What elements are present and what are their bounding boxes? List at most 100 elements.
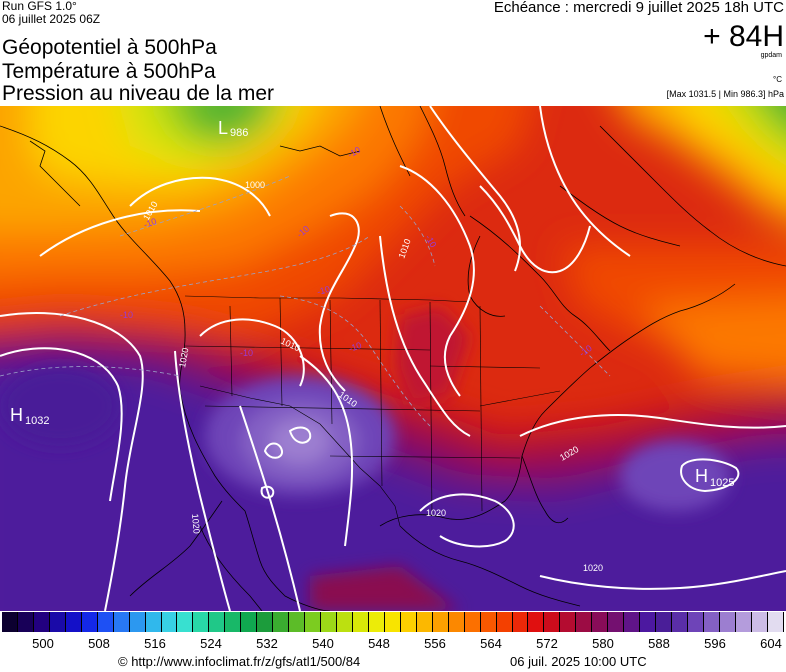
high-pressure-west: H 1032 (10, 405, 49, 427)
isotherms (0, 175, 611, 427)
source-link[interactable]: © http://www.infoclimat.fr/z/gfs/atl1/50… (118, 654, 361, 669)
isotherm-label: -10 (142, 216, 158, 230)
color-scale-cell (225, 612, 242, 632)
center-value-l: 986 (230, 127, 248, 139)
forecast-map[interactable]: H 1032 L 986 H 1025 1000 1010 1010 1010 … (0, 106, 786, 611)
color-scale-cell (113, 612, 130, 632)
run-date: 06 juillet 2025 06Z (2, 12, 101, 26)
color-scale-cell (448, 612, 465, 632)
color-scale-cell (289, 612, 306, 632)
color-scale-cell (17, 612, 34, 632)
color-scale-tick: 596 (704, 636, 726, 651)
isobar-label: 1020 (426, 508, 446, 518)
run-label: Run GFS 1.0° (2, 0, 77, 13)
color-scale-cell (416, 612, 433, 632)
color-scale-cell (145, 612, 162, 632)
title-geopotential: Géopotentiel à 500hPa (2, 36, 217, 59)
color-scale-tick: 588 (648, 636, 670, 651)
color-scale-tick: 532 (256, 636, 278, 651)
color-scale-cell (624, 612, 641, 632)
center-type-l: L (218, 118, 228, 138)
color-scale-cell (97, 612, 114, 632)
color-scale-cell (576, 612, 593, 632)
color-scale-cell (273, 612, 290, 632)
color-scale-tick: 604 (760, 636, 782, 651)
color-scale-cell (719, 612, 736, 632)
color-scale-cell (608, 612, 625, 632)
color-scale-tick: 524 (200, 636, 222, 651)
isobar-label: 1020 (583, 563, 603, 573)
color-scale-cell (193, 612, 210, 632)
color-scale-cell (321, 612, 338, 632)
center-value-h2: 1025 (710, 477, 734, 489)
generated-date: 06 juil. 2025 10:00 UTC (510, 654, 647, 669)
color-scale-cell (352, 612, 369, 632)
color-scale-cell (177, 612, 194, 632)
color-scale-cell (129, 612, 146, 632)
color-scale-cell (368, 612, 385, 632)
color-scale-cell (544, 612, 561, 632)
color-scale-cell (209, 612, 226, 632)
isotherm-label: -10 (316, 284, 331, 297)
color-scale-cell (687, 612, 704, 632)
color-scale-cell (480, 612, 497, 632)
color-scale-cell (464, 612, 481, 632)
center-type-h1: H (10, 405, 23, 425)
center-type-h2: H (695, 466, 708, 486)
color-scale-cell (703, 612, 720, 632)
color-scale-tick: 572 (536, 636, 558, 651)
coastlines (0, 106, 786, 611)
color-scale-cell (337, 612, 353, 632)
unit-geopotential: gpdam (760, 52, 782, 59)
color-scale-cell (33, 612, 50, 632)
isotherm-label: -10 (240, 348, 253, 358)
color-scale-cell (384, 612, 401, 632)
unit-temperature: °C (773, 75, 782, 84)
center-value-h1: 1032 (25, 415, 49, 427)
color-scale-cell (751, 612, 768, 632)
geopotential-fill (0, 106, 786, 611)
color-scale-tick: 516 (144, 636, 166, 651)
isotherm-label: -10 (120, 310, 133, 320)
high-pressure-atlantic: H 1025 (695, 466, 734, 489)
title-pressure: Pression au niveau de la mer (2, 82, 274, 105)
isotherm-label: -10 (347, 340, 363, 354)
color-scale-tick: 556 (424, 636, 446, 651)
color-scale-cell (49, 612, 66, 632)
color-scale-cell (81, 612, 98, 632)
color-scale-cell (672, 612, 688, 632)
color-scale-cell (592, 612, 609, 632)
map-svg: H 1032 L 986 H 1025 1000 1010 1010 1010 … (0, 106, 786, 611)
lead-time: + 84H (703, 20, 784, 53)
pressure-extremes: [Max 1031.5 | Min 986.3] hPa (666, 89, 784, 99)
color-scale-cell (560, 612, 577, 632)
color-scale-cell (65, 612, 82, 632)
isotherm-labels: -10 -10 -10 -10 -10 -10 -10 -10 -10 (120, 145, 594, 359)
isobar-label: 1020 (190, 513, 202, 534)
color-scale-tick: 500 (32, 636, 54, 651)
color-scale-cell (161, 612, 178, 632)
color-scale-ticks: 500 508 516 524 532 540 548 556 564 572 580 588 596 6… (0, 636, 786, 652)
color-scale-tick: 564 (480, 636, 502, 651)
color-scale-cell (767, 612, 784, 632)
color-scale-tick: 548 (368, 636, 390, 651)
color-scale-cell (2, 612, 18, 632)
pressure-centers: H 1032 L 986 H 1025 (10, 118, 734, 489)
color-scale-cell (512, 612, 529, 632)
color-scale-tick: 580 (592, 636, 614, 651)
color-scale-cell (305, 612, 322, 632)
title-temperature: Température à 500hPa (2, 60, 216, 83)
color-scale-cell (496, 612, 513, 632)
isobar-label: 1000 (245, 180, 265, 190)
political-borders (184, 295, 561, 527)
isobars (0, 106, 786, 611)
isobar-label: 1020 (177, 347, 190, 368)
color-scale (2, 612, 784, 632)
color-scale-cell (656, 612, 673, 632)
low-pressure-north: L 986 (218, 118, 248, 139)
color-scale-cell (640, 612, 657, 632)
color-scale-cell (400, 612, 417, 632)
color-scale-tick: 540 (312, 636, 334, 651)
color-scale-cell (735, 612, 752, 632)
